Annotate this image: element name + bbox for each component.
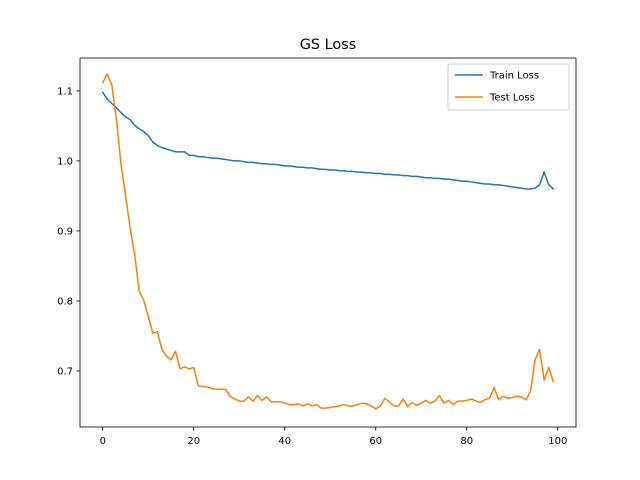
chart-title: GS Loss — [300, 37, 356, 53]
x-tick-label: 60 — [369, 436, 382, 447]
x-tick-label: 20 — [187, 436, 200, 447]
y-tick-label: 0.8 — [57, 297, 73, 308]
legend-label: Test Loss — [489, 93, 535, 104]
y-tick-label: 1.0 — [57, 157, 73, 168]
x-tick-label: 100 — [548, 436, 567, 447]
axes: 0 20 40 60 80 100 0.7 0.8 0.9 1.0 1.1 — [57, 87, 567, 447]
x-tick-label: 0 — [100, 436, 106, 447]
legend-label: Train Loss — [489, 71, 539, 82]
x-tick-label: 40 — [278, 436, 291, 447]
plot-frame — [79, 57, 577, 428]
x-tick-label: 80 — [460, 436, 473, 447]
test-loss-line — [101, 73, 555, 410]
series-lines — [101, 73, 555, 410]
y-tick-label: 1.1 — [57, 87, 73, 98]
y-tick-label: 0.9 — [57, 227, 73, 238]
y-tick-label: 0.7 — [57, 367, 73, 378]
train-loss-line — [101, 91, 555, 190]
legend: Train Loss Test Loss — [447, 63, 570, 111]
